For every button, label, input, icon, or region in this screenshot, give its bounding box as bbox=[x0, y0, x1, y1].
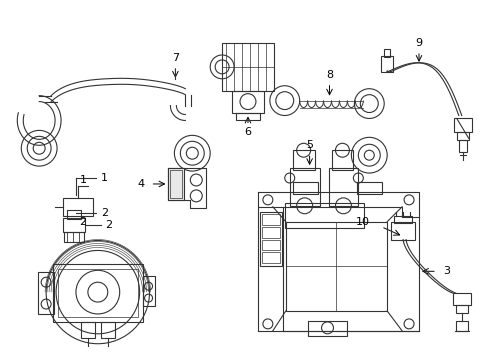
Bar bbox=[393, 216, 411, 223]
Text: 9: 9 bbox=[415, 38, 422, 48]
Bar bbox=[357, 182, 382, 194]
Bar bbox=[452, 293, 470, 305]
Bar bbox=[262, 239, 279, 251]
Bar bbox=[67, 210, 81, 219]
Bar bbox=[455, 321, 467, 331]
Text: 10: 10 bbox=[356, 217, 369, 227]
Bar bbox=[307, 321, 346, 336]
Bar bbox=[170, 170, 182, 198]
Bar bbox=[262, 227, 279, 238]
Bar bbox=[331, 150, 353, 170]
Bar bbox=[289, 168, 319, 206]
Text: 2: 2 bbox=[101, 208, 108, 218]
Text: 3: 3 bbox=[443, 266, 449, 276]
Text: 5: 5 bbox=[305, 140, 312, 150]
Bar bbox=[101, 322, 115, 338]
Text: 7: 7 bbox=[171, 53, 179, 63]
Bar bbox=[260, 212, 281, 266]
Bar bbox=[64, 231, 84, 242]
Bar bbox=[456, 132, 468, 140]
Text: 6: 6 bbox=[244, 127, 251, 138]
Bar bbox=[81, 322, 95, 338]
Bar bbox=[236, 113, 260, 121]
Text: 2: 2 bbox=[105, 220, 112, 230]
Bar bbox=[390, 222, 414, 239]
Bar bbox=[285, 222, 386, 311]
Bar bbox=[292, 182, 317, 194]
Bar bbox=[381, 56, 392, 72]
Text: 1: 1 bbox=[79, 175, 86, 185]
Bar bbox=[458, 140, 466, 152]
Bar bbox=[284, 203, 364, 228]
Bar bbox=[453, 118, 471, 132]
Text: 4: 4 bbox=[137, 179, 144, 189]
Bar bbox=[222, 43, 273, 91]
Bar bbox=[262, 214, 279, 225]
Bar bbox=[328, 168, 358, 206]
Bar bbox=[262, 252, 279, 264]
Bar bbox=[168, 168, 184, 200]
Bar bbox=[63, 198, 93, 216]
Text: 8: 8 bbox=[325, 70, 332, 80]
Bar bbox=[38, 272, 54, 314]
Bar bbox=[455, 305, 467, 313]
Bar bbox=[63, 218, 85, 231]
Bar bbox=[232, 91, 264, 113]
Bar bbox=[58, 269, 137, 317]
Bar bbox=[142, 276, 154, 306]
Bar bbox=[53, 264, 142, 322]
Text: 2: 2 bbox=[79, 217, 86, 227]
Text: 1: 1 bbox=[101, 173, 107, 183]
Bar bbox=[384, 49, 389, 57]
Bar bbox=[292, 150, 314, 170]
